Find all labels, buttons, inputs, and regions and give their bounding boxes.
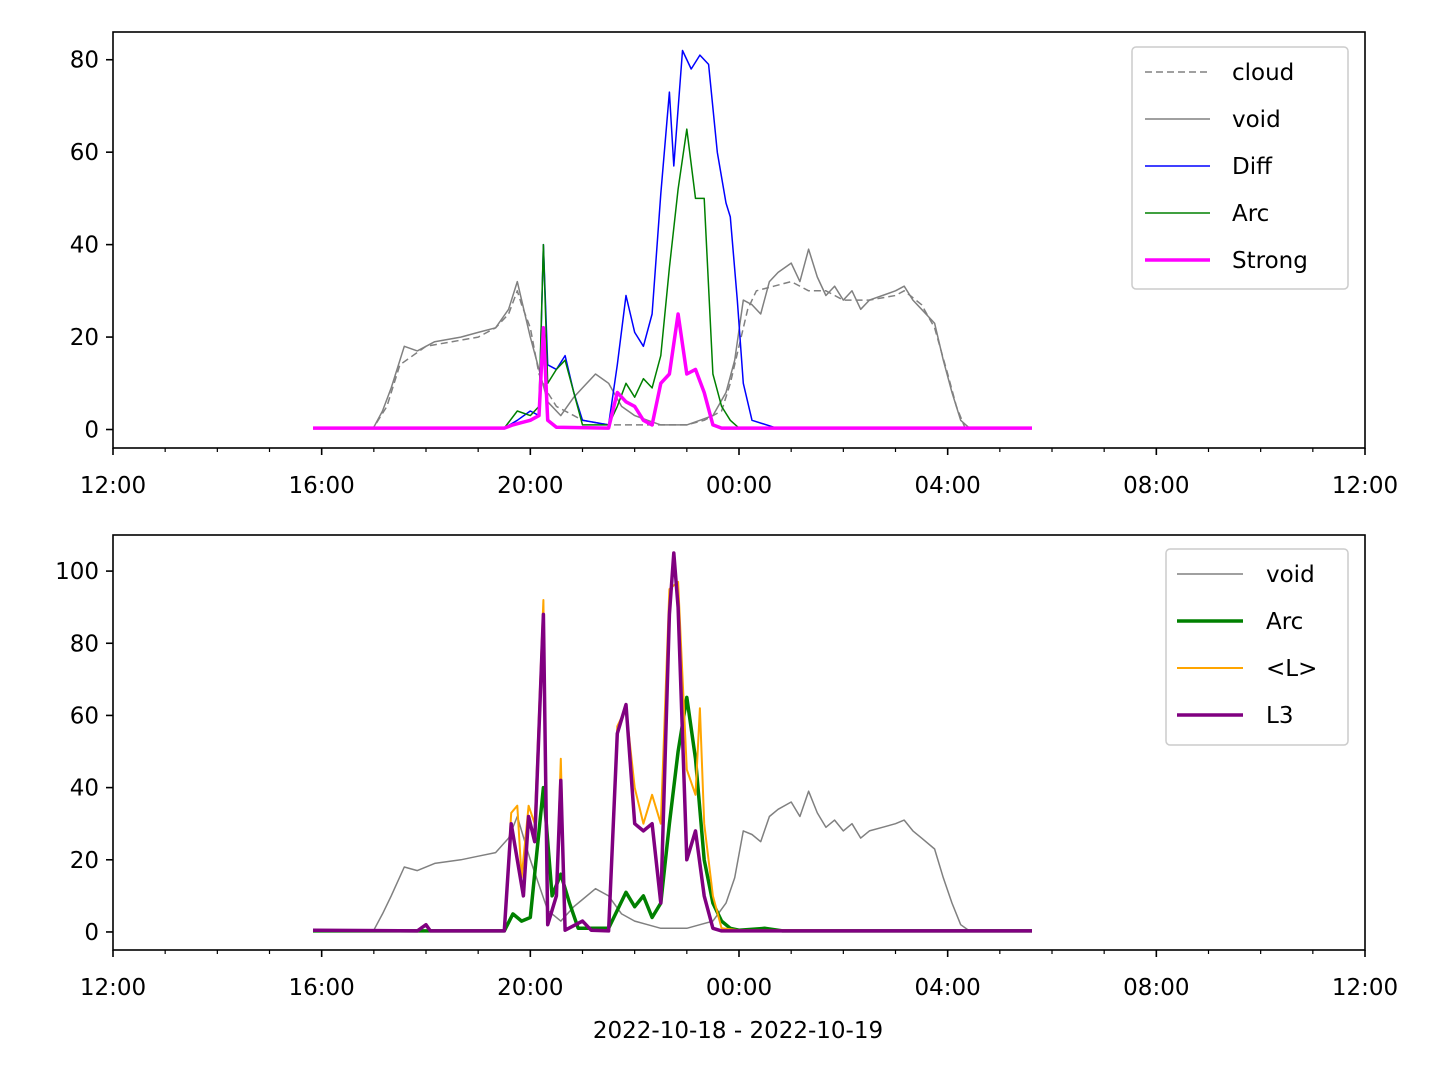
x-tick-label: 20:00	[497, 473, 563, 499]
y-tick-label: 0	[84, 418, 99, 444]
legend-label: Arc	[1266, 609, 1303, 635]
x-tick-label: 12:00	[80, 975, 146, 1001]
bottom-panel-y-axis: 0 20 40 60 80 100	[55, 559, 113, 946]
y-tick-label: 60	[70, 703, 99, 729]
y-tick-label: 60	[70, 140, 99, 166]
y-tick-label: 80	[70, 48, 99, 74]
y-tick-label: 40	[70, 776, 99, 802]
series-line-l3	[312, 551, 1032, 933]
legend-label: <L>	[1266, 656, 1317, 682]
y-tick-label: 80	[70, 631, 99, 657]
y-tick-label: 20	[70, 848, 99, 874]
series-line-arc	[313, 128, 1032, 429]
x-tick-label: 12:00	[1332, 975, 1398, 1001]
y-tick-label: 20	[70, 325, 99, 351]
legend-label: cloud	[1232, 60, 1294, 86]
x-tick-label: 00:00	[706, 473, 772, 499]
legend-box	[1131, 46, 1349, 290]
series-line-arc	[313, 695, 1032, 933]
x-tick-label: 00:00	[706, 975, 772, 1001]
legend-label: void	[1232, 107, 1281, 133]
series-line-void	[312, 790, 1032, 932]
x-tick-label: 12:00	[80, 473, 146, 499]
series-line-void	[312, 248, 1032, 429]
y-tick-label: 100	[55, 559, 99, 585]
series-line-strong	[313, 312, 1032, 430]
bottom-panel: 0 20 40 60 80 100 12:00 16:00 20:00 00:00 04:00 08…	[55, 534, 1398, 1001]
legend-label: void	[1266, 562, 1315, 588]
y-tick-label: 40	[70, 233, 99, 259]
top-panel-legend: cloud void Diff Arc Strong	[1131, 46, 1349, 290]
top-panel-x-axis: 12:00 16:00 20:00 00:00 04:00 08:00 12:00	[80, 448, 1398, 499]
x-axis-label: 2022-10-18 - 2022-10-19	[593, 1018, 883, 1044]
legend-box	[1165, 548, 1349, 746]
x-tick-label: 08:00	[1123, 975, 1189, 1001]
x-tick-label: 12:00	[1332, 473, 1398, 499]
top-panel-lines	[312, 49, 1033, 430]
x-tick-label: 16:00	[289, 975, 355, 1001]
bottom-panel-x-axis: 12:00 16:00 20:00 00:00 04:00 08:00 12:00	[80, 950, 1398, 1001]
legend-label: Strong	[1232, 248, 1308, 274]
x-tick-label: 04:00	[915, 975, 981, 1001]
bottom-panel-lines	[312, 551, 1033, 933]
bottom-panel-legend: void Arc <L> L3	[1165, 548, 1349, 746]
x-tick-label: 20:00	[497, 975, 563, 1001]
legend-label: Diff	[1232, 154, 1273, 180]
top-panel-y-axis: 0 20 40 60 80	[70, 48, 113, 444]
legend-label: L3	[1266, 703, 1293, 729]
x-tick-label: 08:00	[1123, 473, 1189, 499]
x-tick-label: 04:00	[915, 473, 981, 499]
y-tick-label: 0	[84, 920, 99, 946]
x-tick-label: 16:00	[289, 473, 355, 499]
legend-label: Arc	[1232, 201, 1269, 227]
top-panel: 0 20 40 60 80 12:00 16:00 20:00 00:00 04:00 08:00…	[70, 31, 1398, 499]
